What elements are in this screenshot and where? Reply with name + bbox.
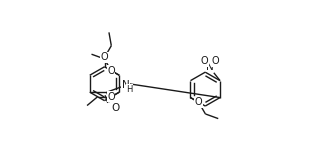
Text: O: O xyxy=(201,56,208,66)
Text: O: O xyxy=(212,56,219,66)
Text: O: O xyxy=(101,52,108,63)
Text: H: H xyxy=(126,85,133,94)
Text: O: O xyxy=(195,97,202,107)
Text: N: N xyxy=(122,80,129,90)
Text: O: O xyxy=(107,92,115,102)
Text: O: O xyxy=(107,66,115,76)
Text: N: N xyxy=(206,62,214,72)
Text: O: O xyxy=(111,103,119,113)
